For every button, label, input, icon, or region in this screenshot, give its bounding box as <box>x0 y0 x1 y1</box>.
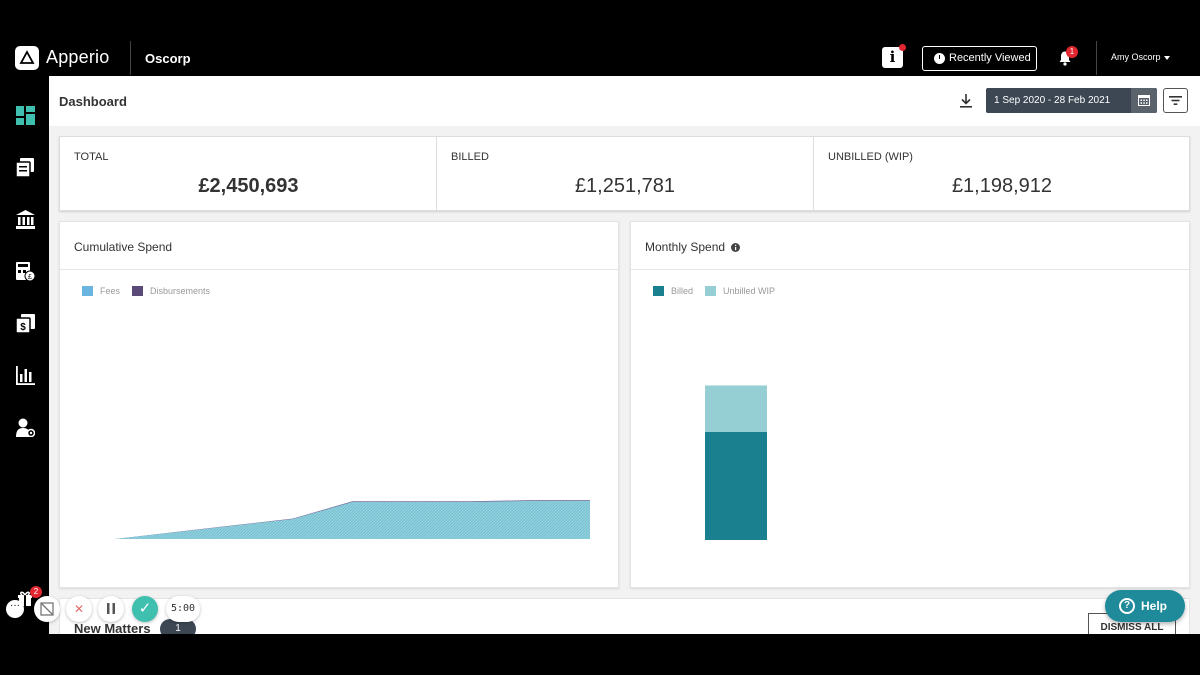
new-matters-panel: New Matters 1 DISMISS ALL <box>59 598 1190 634</box>
legend-swatch <box>132 286 144 296</box>
legend-label: Billed <box>671 286 694 296</box>
download-icon[interactable] <box>959 94 973 108</box>
stat-label: UNBILLED (WIP) <box>828 151 913 163</box>
legend-item-fees[interactable]: Fees <box>82 286 120 296</box>
webcam-toggle-icon[interactable] <box>34 596 60 622</box>
help-label: Help <box>1141 599 1168 613</box>
legend-label: Unbilled WIP <box>723 286 776 296</box>
clock-icon <box>934 53 945 64</box>
bank-icon[interactable] <box>16 210 35 229</box>
client-name: Oscorp <box>145 51 191 66</box>
spend-summary: TOTAL £2,450,693 BILLED £1,251,781 UNBIL… <box>59 136 1190 211</box>
svg-text:£: £ <box>28 274 32 281</box>
recently-viewed-label: Recently Viewed <box>949 52 1031 64</box>
legend-swatch <box>653 286 664 296</box>
filter-button[interactable] <box>1163 88 1188 113</box>
stat-billed: BILLED £1,251,781 <box>436 137 813 210</box>
stat-unbilled: UNBILLED (WIP) £1,198,912 <box>813 137 1190 210</box>
divider <box>60 269 618 270</box>
date-range-picker[interactable]: 1 Sep 2020 - 28 Feb 2021 <box>986 88 1157 113</box>
date-range-value: 1 Sep 2020 - 28 Feb 2021 <box>994 95 1111 106</box>
legend-label: Fees <box>100 286 121 296</box>
help-icon: ? <box>1119 598 1135 614</box>
divider <box>1096 41 1097 75</box>
info-icon[interactable]: i <box>882 47 903 68</box>
info-icon[interactable] <box>731 243 741 252</box>
stat-label: BILLED <box>451 151 489 163</box>
stat-value: £2,450,693 <box>198 175 299 197</box>
chart-legend: Billed Unbilled WIP <box>653 286 787 296</box>
stat-value: £1,251,781 <box>574 175 676 197</box>
legend-item-disbursements[interactable]: Disbursements <box>132 286 210 296</box>
pause-icon[interactable] <box>98 596 124 622</box>
stat-label: TOTAL <box>74 151 109 163</box>
panel-title: Cumulative Spend <box>74 240 173 254</box>
recording-timer: 5:00 <box>166 596 200 622</box>
panel-title-text: Monthly Spend <box>645 240 726 254</box>
matters-icon[interactable] <box>16 158 35 177</box>
cumulative-spend-chart <box>115 500 590 539</box>
chart-legend: Fees Disbursements <box>82 286 222 296</box>
monthly-spend-panel: Monthly Spend Billed Unbilled WIP <box>630 221 1190 588</box>
legend-swatch <box>82 286 93 296</box>
divider <box>631 269 1189 270</box>
user-menu[interactable]: Amy Oscorp <box>1111 52 1161 62</box>
gift-icon[interactable] <box>17 590 33 606</box>
calendar-icon <box>1138 95 1150 106</box>
gift-badge: 2 <box>30 586 42 598</box>
bar-billed[interactable] <box>705 432 767 540</box>
legend-label: Disbursements <box>150 286 211 296</box>
info-notification-dot <box>899 44 906 51</box>
calendar-button[interactable] <box>1131 88 1157 113</box>
filter-icon <box>1169 96 1182 105</box>
bar-unbilled-wip[interactable] <box>705 385 767 432</box>
finish-recording-icon[interactable]: ✓ <box>132 596 158 622</box>
page-header: Dashboard 1 Sep 2020 - 28 Feb 2021 <box>49 76 1200 126</box>
legend-item-unbilled-wip[interactable]: Unbilled WIP <box>705 286 775 296</box>
panel-title: New Matters <box>74 621 151 634</box>
legend-swatch <box>705 286 717 296</box>
cancel-recording-icon[interactable]: ✕ <box>66 596 92 622</box>
dashboard-icon[interactable] <box>16 106 35 125</box>
main-content: Dashboard 1 Sep 2020 - 28 Feb 2021 <box>49 76 1200 634</box>
user-settings-icon[interactable] <box>16 418 35 437</box>
reports-icon[interactable] <box>16 366 35 385</box>
help-button[interactable]: ? Help <box>1105 590 1185 622</box>
count-badge: 1 <box>160 619 196 634</box>
apperio-logo-icon[interactable] <box>15 46 39 70</box>
brand-name: Apperio <box>46 47 110 67</box>
chevron-down-icon[interactable] <box>1164 56 1170 60</box>
invoice-calculator-icon[interactable]: £ <box>16 262 35 281</box>
stat-total: TOTAL £2,450,693 <box>60 137 437 210</box>
sidebar: £ $ <box>0 76 49 634</box>
stat-value: £1,198,912 <box>951 175 1053 197</box>
area-fees <box>115 500 590 539</box>
svg-text:$: $ <box>20 322 26 333</box>
divider <box>130 41 131 75</box>
panel-title: Monthly Spend <box>645 240 741 254</box>
cumulative-spend-panel: Cumulative Spend Fees Disbursements <box>59 221 619 588</box>
notification-badge: 1 <box>1066 46 1078 58</box>
recently-viewed-button[interactable]: Recently Viewed <box>922 46 1037 71</box>
page-title: Dashboard <box>59 94 127 109</box>
spend-icon[interactable]: $ <box>16 314 35 333</box>
top-bar: Apperio Oscorp i Recently Viewed 1 Amy O… <box>0 38 1200 76</box>
legend-item-billed[interactable]: Billed <box>653 286 693 296</box>
more-options-icon[interactable]: ··· <box>6 600 24 618</box>
monthly-spend-chart <box>705 385 767 540</box>
